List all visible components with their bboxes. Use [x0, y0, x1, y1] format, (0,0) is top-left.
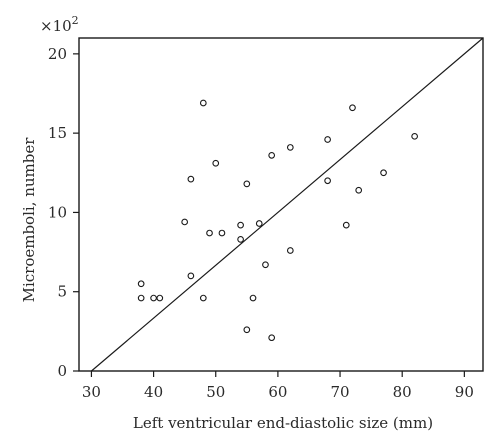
data-point [137, 280, 145, 288]
regression-line-layer [91, 37, 484, 372]
x-axis-title: Left ventricular end-diastolic size (mm) [133, 414, 433, 432]
data-point [342, 221, 350, 229]
y-tick-label: 20 [48, 45, 67, 63]
data-point [286, 144, 294, 151]
data-point [262, 261, 269, 269]
data-point [411, 132, 418, 140]
data-point [181, 218, 189, 226]
x-tick-label: 50 [206, 383, 225, 401]
data-point [380, 169, 387, 177]
plot-area-frame [78, 37, 484, 372]
y-multiplier-label: ×102 [40, 14, 79, 35]
x-tick-label: 90 [455, 383, 474, 401]
x-tick-label: 60 [268, 383, 287, 401]
y-tick-label: 15 [48, 124, 67, 142]
regression-line [91, 37, 484, 372]
y-tick-label: 10 [48, 203, 67, 221]
data-point [187, 175, 195, 183]
data-point [349, 104, 356, 112]
data-point [137, 294, 145, 302]
data-point [237, 236, 244, 243]
data-point [199, 294, 207, 302]
data-point [268, 151, 276, 159]
y-tick-label: 5 [57, 283, 67, 301]
data-point [187, 272, 195, 280]
data-point [324, 177, 331, 185]
data-point [249, 294, 257, 302]
data-point [243, 180, 251, 188]
data-point [218, 229, 226, 237]
data-point [206, 229, 213, 237]
data-point [199, 99, 207, 107]
axis-ticks: 30 40 50 60 70 80 90 0 5 10 15 20 [48, 45, 474, 401]
data-point [243, 326, 251, 334]
data-point [355, 186, 363, 194]
data-point [156, 294, 164, 302]
data-point [212, 159, 220, 167]
data-point [150, 294, 157, 302]
x-tick-label: 30 [82, 383, 101, 401]
x-tick-label: 40 [144, 383, 163, 401]
data-point [237, 221, 244, 229]
y-axis-title: Microemboli, number [20, 137, 38, 303]
y-tick-label: 0 [57, 362, 67, 380]
data-points [137, 99, 418, 342]
x-tick-label: 70 [330, 383, 349, 401]
data-point [286, 247, 294, 254]
data-point [268, 334, 276, 342]
x-tick-label: 80 [393, 383, 412, 401]
data-point [324, 136, 331, 143]
data-point [255, 220, 263, 227]
